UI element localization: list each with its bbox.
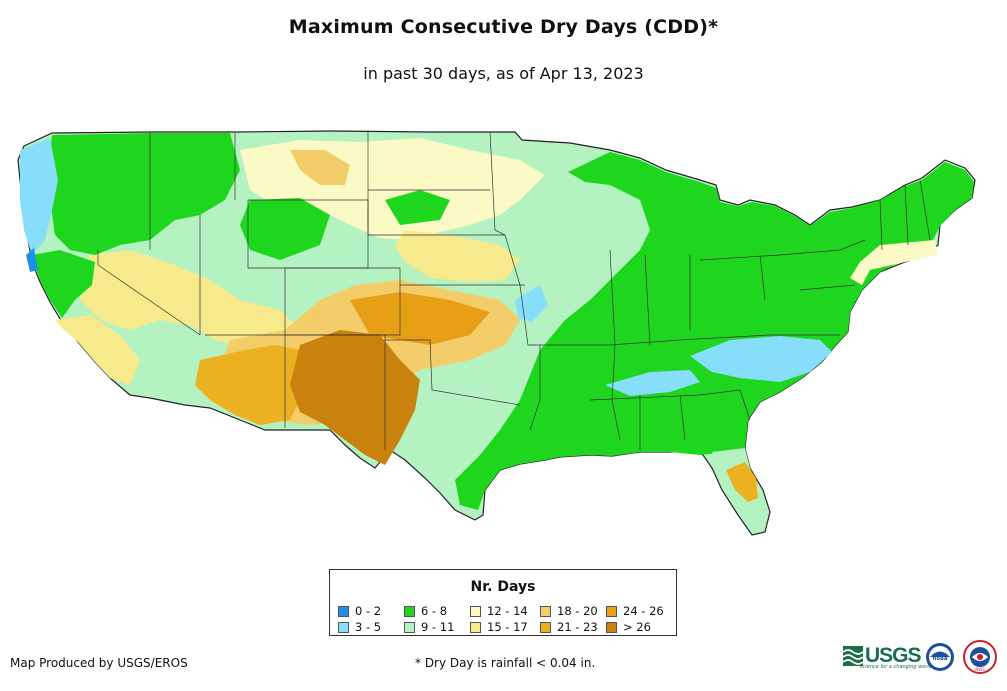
- legend-swatch: [404, 621, 415, 633]
- zone-california-15-17: [55, 315, 140, 385]
- zone-wyoming-6-8: [240, 198, 330, 260]
- legend-label: 12 - 14: [487, 604, 528, 618]
- legend-item: > 26: [606, 620, 651, 634]
- zone-missouri-3-5: [515, 285, 548, 322]
- legend-swatch: [404, 605, 415, 617]
- legend-swatch: [540, 605, 551, 617]
- legend-swatch: [540, 621, 551, 633]
- legend-swatch: [606, 605, 617, 617]
- legend-swatch: [338, 605, 349, 617]
- zone-oklahoma-21-23: [350, 292, 490, 345]
- noaa-text: noaa: [932, 656, 947, 662]
- zone-kansas-15-17: [395, 230, 520, 282]
- map-subtitle: in past 30 days, as of Apr 13, 2023: [363, 64, 644, 83]
- zone-montana-18-20: [290, 150, 350, 185]
- legend: Nr. Days 0 - 2 3 - 5 6 - 8 9 - 11 12 - 1…: [329, 569, 677, 636]
- legend-swatch: [470, 605, 481, 617]
- legend-label: 3 - 5: [355, 620, 382, 634]
- map-title: Maximum Consecutive Dry Days (CDD)*: [288, 16, 719, 38]
- nws-logo-icon: NWS: [963, 640, 997, 674]
- cdd-map: [17, 130, 976, 536]
- usgs-tagline: science for a changing world: [860, 664, 932, 670]
- zone-northeast-12-14: [850, 240, 938, 285]
- legend-item: 15 - 17: [470, 620, 528, 634]
- legend-label: 0 - 2: [355, 604, 382, 618]
- cdd-zones: [20, 133, 974, 510]
- legend-item: 9 - 11: [404, 620, 454, 634]
- credit-text: Map Produced by USGS/EROS: [10, 656, 188, 670]
- zone-florida-21-23: [726, 462, 758, 502]
- zone-pnw-3-5: [20, 138, 58, 255]
- legend-title: Nr. Days: [470, 579, 536, 595]
- zone-appalachia-3-5: [690, 336, 832, 382]
- zone-pnw-0-2: [26, 248, 38, 272]
- usgs-wave-icon: [843, 646, 863, 666]
- zone-arizona-21-23: [195, 345, 310, 425]
- usgs-logo: USGS: [843, 642, 922, 670]
- legend-label: 6 - 8: [421, 604, 448, 618]
- zone-east-6-8: [455, 152, 974, 510]
- legend-label: 15 - 17: [487, 620, 528, 634]
- zone-west-15-17: [78, 250, 300, 350]
- legend-label: 21 - 23: [557, 620, 598, 634]
- legend-item: 0 - 2: [338, 604, 381, 618]
- zone-california-6-8: [32, 250, 95, 318]
- legend-item: 21 - 23: [540, 620, 598, 634]
- usgs-wordmark: USGS: [865, 644, 922, 667]
- nws-text: NWS: [975, 667, 985, 672]
- legend-label: 24 - 26: [623, 604, 664, 618]
- legend-label: 9 - 11: [421, 620, 455, 634]
- zone-newmexico-gt26: [290, 330, 420, 465]
- legend-label: > 26: [623, 620, 651, 634]
- zone-northwest-6-8: [48, 133, 240, 255]
- legend-item: 12 - 14: [470, 604, 528, 618]
- legend-item: 6 - 8: [404, 604, 447, 618]
- legend-label: 18 - 20: [557, 604, 598, 618]
- legend-item: 24 - 26: [606, 604, 664, 618]
- state-boundaries: [97, 131, 931, 450]
- zone-dakota-6-8: [385, 190, 450, 225]
- legend-swatch: [470, 621, 481, 633]
- noaa-logo-icon: noaa: [926, 643, 954, 671]
- legend-item: 3 - 5: [338, 620, 381, 634]
- legend-item: 18 - 20: [540, 604, 598, 618]
- dry-day-note: * Dry Day is rainfall < 0.04 in.: [415, 656, 596, 670]
- zone-tennessee-3-5: [605, 370, 700, 396]
- legend-swatch: [606, 621, 617, 633]
- legend-swatch: [338, 621, 349, 633]
